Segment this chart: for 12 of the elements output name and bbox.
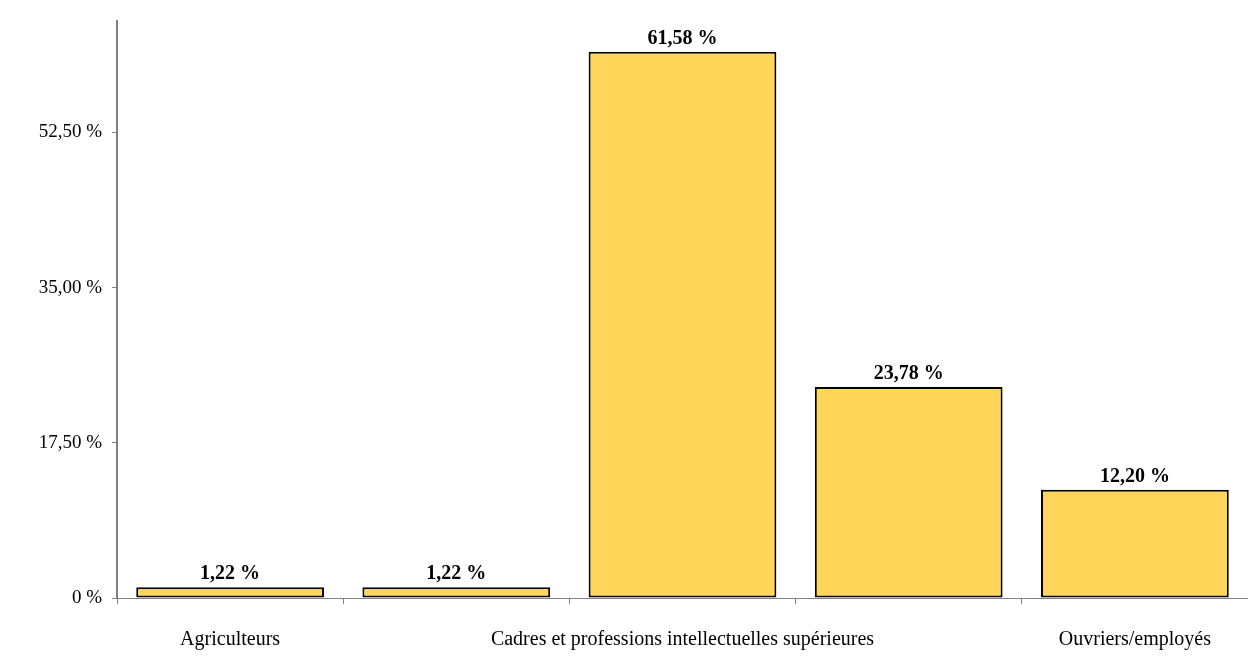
y-tick-label: 35,00 % (38, 275, 103, 297)
x-tick-label: Agriculteurs (180, 627, 281, 651)
y-tick-label: 17,50 % (38, 430, 103, 452)
x-tick-label: Ouvriers/employés (1058, 627, 1212, 651)
y-tick-label: 52,50 % (38, 120, 103, 142)
data-label: 12,20 % (1099, 463, 1170, 486)
data-label: 1,22 % (200, 561, 261, 584)
x-tick-label: Cadres et professions intellectuelles supérieures (490, 627, 875, 651)
data-label: 1,22 % (426, 561, 487, 584)
data-label: 61,58 % (647, 25, 718, 48)
y-tick-label: 0 % (71, 585, 103, 607)
data-label: 23,78 % (873, 361, 944, 384)
